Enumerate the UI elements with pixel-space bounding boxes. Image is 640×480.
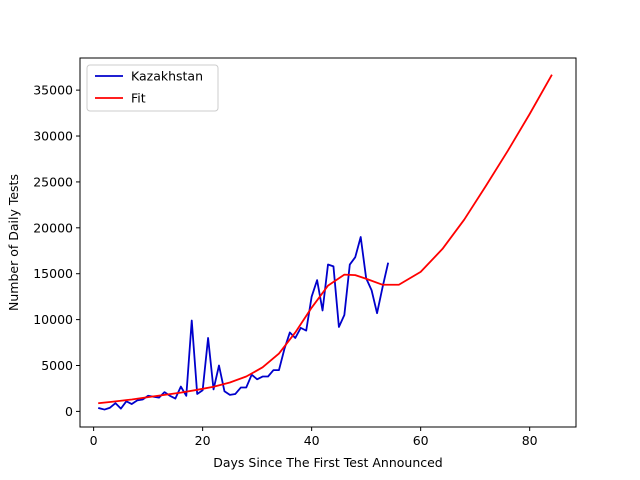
y-tick-label: 25000 bbox=[33, 174, 73, 189]
series-layer bbox=[97, 74, 553, 411]
x-axis: 0 20 40 60 80 bbox=[90, 427, 538, 448]
series-line-fit bbox=[98, 74, 553, 405]
y-tick-label: 5000 bbox=[41, 358, 73, 373]
y-axis: 0 5000 10000 15000 20000 25000 30000 35000 bbox=[33, 83, 80, 419]
x-axis-label: Days Since The First Test Announced bbox=[213, 455, 443, 470]
y-tick-label: 35000 bbox=[33, 83, 73, 98]
legend: Kazakhstan Fit bbox=[86, 64, 219, 112]
legend-label-kazakhstan: Kazakhstan bbox=[131, 69, 203, 84]
x-tick-label: 80 bbox=[522, 433, 538, 448]
y-axis-label: Number of Daily Tests bbox=[6, 174, 21, 311]
legend-label-fit: Fit bbox=[131, 91, 146, 106]
plot-background bbox=[80, 58, 576, 427]
x-tick-label: 40 bbox=[304, 433, 320, 448]
x-tick-label: 20 bbox=[195, 433, 211, 448]
y-tick-label: 10000 bbox=[33, 312, 73, 327]
y-tick-label: 0 bbox=[65, 404, 73, 419]
y-tick-label: 30000 bbox=[33, 129, 73, 144]
y-tick-label: 20000 bbox=[33, 220, 73, 235]
x-tick-label: 60 bbox=[413, 433, 429, 448]
x-tick-label: 0 bbox=[90, 433, 98, 448]
y-tick-label: 15000 bbox=[33, 266, 73, 281]
plot-frame bbox=[79, 57, 577, 428]
